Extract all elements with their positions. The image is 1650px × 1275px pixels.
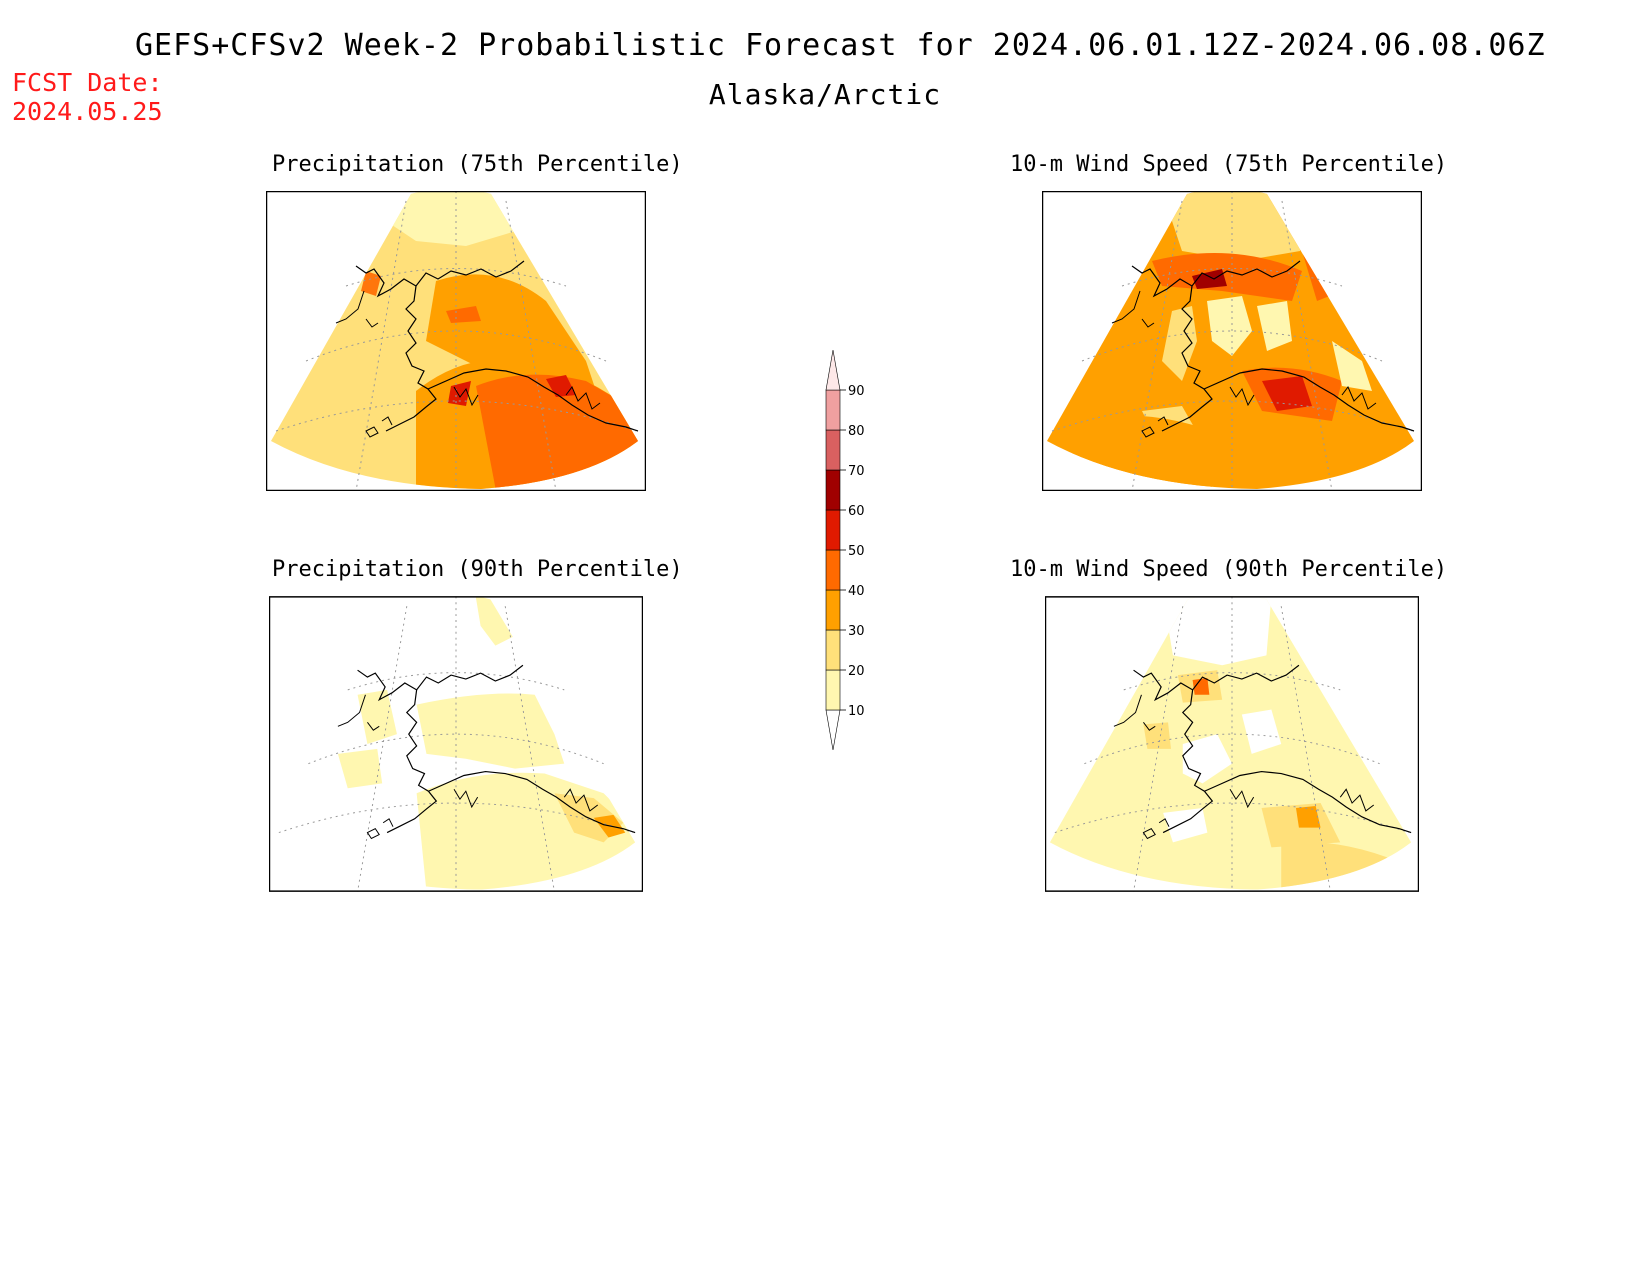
forecast-date: FCST Date: 2024.05.25 bbox=[12, 68, 163, 126]
colorbar-tick-label: 90 bbox=[848, 384, 865, 399]
region-subtitle: Alaska/Arctic bbox=[708, 78, 942, 111]
colorbar: 10 20 30 40 50 60 70 80 90 bbox=[825, 349, 865, 750]
colorbar-segment bbox=[825, 629, 841, 671]
main-title: GEFS+CFSv2 Week-2 Probabilistic Forecast… bbox=[135, 28, 1546, 63]
colorbar-tick-label: 70 bbox=[848, 464, 865, 479]
panel-title-wind-90: 10-m Wind Speed (90th Percentile) bbox=[1010, 557, 1448, 582]
map-precip-75 bbox=[266, 191, 646, 491]
colorbar-segment bbox=[825, 549, 841, 591]
colorbar-segment bbox=[825, 589, 841, 631]
map-wind-90 bbox=[1045, 596, 1419, 892]
map-precip-90 bbox=[269, 596, 643, 892]
map-wind-75 bbox=[1042, 191, 1422, 491]
colorbar-tick-label: 50 bbox=[848, 544, 865, 559]
colorbar-tick-label: 30 bbox=[848, 624, 865, 639]
colorbar-tick-label: 80 bbox=[848, 424, 865, 439]
colorbar-segment bbox=[825, 709, 841, 750]
colorbar-tick-label: 20 bbox=[848, 664, 865, 679]
colorbar-segment bbox=[825, 429, 841, 471]
colorbar-tick-label: 40 bbox=[848, 584, 865, 599]
panel-title-precip-90: Precipitation (90th Percentile) bbox=[272, 557, 683, 582]
forecast-date-label: FCST Date: bbox=[12, 68, 163, 97]
forecast-date-value: 2024.05.25 bbox=[12, 97, 163, 126]
colorbar-segment bbox=[825, 469, 841, 511]
colorbar-segment bbox=[825, 389, 841, 431]
colorbar-tick-label: 10 bbox=[848, 704, 865, 719]
panel-title-wind-75: 10-m Wind Speed (75th Percentile) bbox=[1010, 152, 1448, 177]
colorbar-segment bbox=[825, 669, 841, 711]
colorbar-segment bbox=[825, 349, 841, 391]
panel-title-precip-75: Precipitation (75th Percentile) bbox=[272, 152, 683, 177]
colorbar-segment bbox=[825, 509, 841, 551]
colorbar-tick-label: 60 bbox=[848, 504, 865, 519]
